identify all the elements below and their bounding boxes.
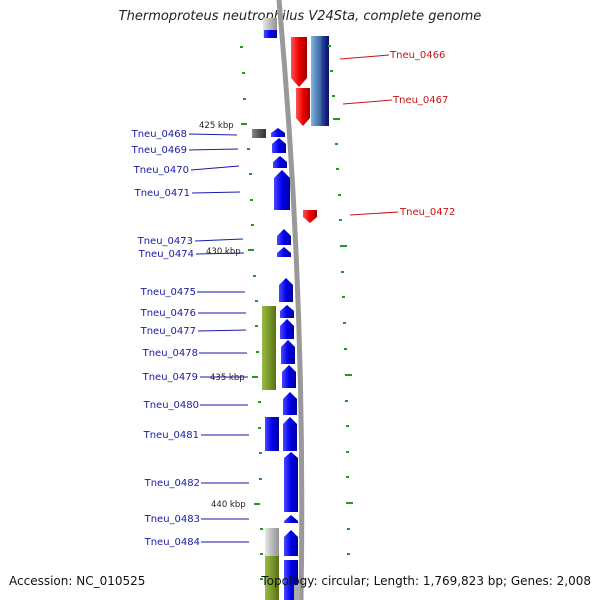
gene-tneu-0468	[271, 128, 285, 137]
gene-label-left[interactable]: Tneu_0474	[138, 249, 194, 260]
gene-tneu-0471	[274, 170, 290, 210]
gene-tneu-0481-a	[265, 417, 279, 451]
small-grey-mark	[294, 585, 300, 600]
gene-label-left[interactable]: Tneu_0479	[142, 372, 198, 383]
gene-label-left[interactable]: Tneu_0483	[144, 514, 200, 525]
gene-tneu-0470	[273, 156, 287, 168]
topology-text: Topology: circular; Length: 1,769,823 bp…	[261, 574, 591, 588]
kbp-marker: 425 kbp	[199, 121, 234, 131]
gene-label-left[interactable]: Tneu_0477	[140, 326, 196, 337]
gene-label-left[interactable]: Tneu_0471	[134, 188, 190, 199]
gene-tneu-0481	[283, 417, 297, 451]
gene-label-left[interactable]: Tneu_0468	[131, 129, 187, 140]
steel-feature	[311, 36, 321, 126]
map-title: Thermoproteus neutrophilus V24Sta, compl…	[118, 9, 482, 24]
olive-feature	[262, 306, 276, 390]
gene-tneu-0469	[272, 138, 286, 153]
gene-tneu-0473	[277, 229, 291, 245]
navy-feature	[321, 36, 329, 126]
gene-tneu-0482	[284, 452, 298, 512]
gene-tneu-0474	[277, 247, 291, 257]
gene-label-left[interactable]: Tneu_0478	[142, 348, 198, 359]
gene-tneu-0467	[296, 88, 310, 126]
top-feature-blue	[264, 30, 277, 38]
kbp-marker: 440 kbp	[211, 500, 246, 510]
olive-feature-bottom	[265, 556, 279, 600]
kbp-marker: 435 kbp	[210, 373, 245, 383]
grey-feature-bottom	[265, 528, 279, 558]
gene-label-left[interactable]: Tneu_0484	[144, 537, 200, 548]
gene-label-right[interactable]: Tneu_0466	[389, 50, 445, 61]
gene-label-right[interactable]: Tneu_0467	[392, 95, 448, 106]
leader-lines	[188, 54, 399, 543]
gene-tneu-0484	[284, 530, 298, 556]
tick-marks	[240, 45, 353, 580]
gene-label-left[interactable]: Tneu_0475	[140, 287, 196, 298]
gene-tneu-0479	[282, 365, 296, 388]
gene-tneu-0472	[303, 210, 317, 223]
gene-label-left[interactable]: Tneu_0469	[131, 145, 187, 156]
gene-label-left[interactable]: Tneu_0482	[144, 478, 200, 489]
gene-label-right[interactable]: Tneu_0472	[399, 207, 455, 218]
gene-tneu-0478	[281, 340, 295, 364]
gene-tneu-0476	[280, 305, 294, 318]
gene-tneu-0475	[279, 278, 293, 302]
dark-feature	[252, 129, 266, 138]
kbp-markers: 425 kbp 430 kbp 435 kbp 440 kbp	[199, 121, 246, 510]
gene-tneu-0480	[283, 392, 297, 415]
gene-tneu-0466	[291, 37, 307, 87]
gene-label-left[interactable]: Tneu_0480	[143, 400, 199, 411]
gene-tneu-0477	[280, 319, 294, 339]
gene-label-left[interactable]: Tneu_0473	[137, 236, 193, 247]
kbp-marker: 430 kbp	[206, 247, 241, 257]
genome-backbone	[276, 0, 305, 600]
gene-label-left[interactable]: Tneu_0481	[143, 430, 199, 441]
gene-tneu-0483	[284, 515, 298, 523]
gene-label-left[interactable]: Tneu_0470	[133, 165, 189, 176]
accession-text: Accession: NC_010525	[9, 574, 146, 588]
gene-label-left[interactable]: Tneu_0476	[140, 308, 196, 319]
